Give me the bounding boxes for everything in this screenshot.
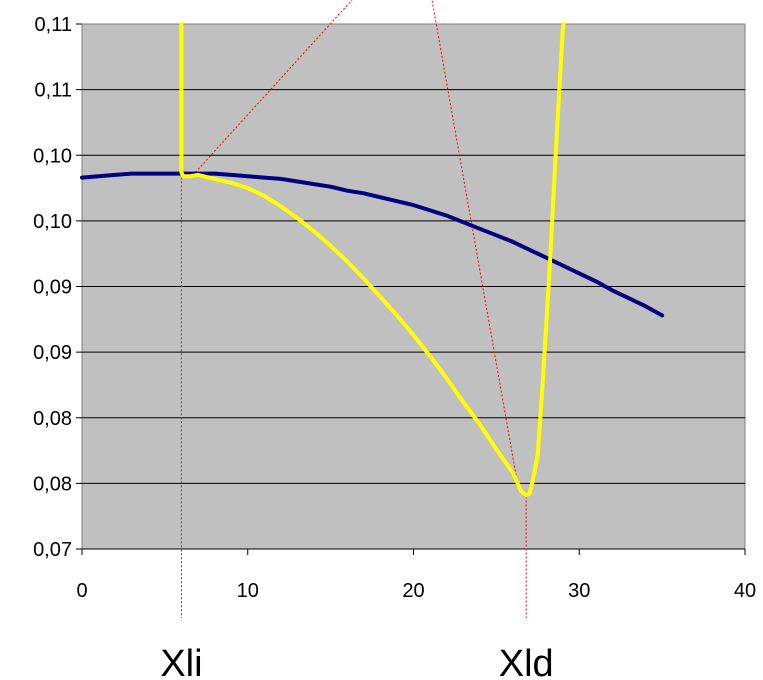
y-tick-label: 0,09 [33, 342, 72, 364]
y-tick-label: 0,07 [33, 539, 72, 561]
y-tick-label: 0,08 [33, 408, 72, 430]
guide-line [431, 0, 519, 488]
annotation-label: Xld [499, 643, 554, 680]
tick-labels: 0,07 0,08 0,08 0,09 0,09 0,10 0,10 0,11 0,11 0 10 2… [33, 14, 756, 680]
y-tick-label: 0,10 [33, 211, 72, 233]
x-tick-label: 0 [76, 580, 87, 602]
x-tick-label: 40 [734, 580, 756, 602]
x-tick-label: 20 [402, 580, 424, 602]
guide-line [195, 0, 353, 173]
annotation-label: Xli [160, 643, 202, 680]
annotation-guides [180, 0, 527, 618]
y-tick-label: 0,08 [33, 473, 72, 495]
x-tick-label: 30 [568, 580, 590, 602]
axes [76, 23, 746, 555]
series-line-2 [179, 22, 566, 498]
y-tick-label: 0,11 [35, 14, 72, 36]
y-tick-label: 0,11 [35, 80, 72, 102]
gridlines [82, 89, 745, 484]
x-tick-label: 10 [237, 580, 259, 602]
series-lines [80, 22, 665, 498]
y-tick-label: 0,09 [33, 277, 72, 299]
y-tick-label: 0,10 [33, 145, 72, 167]
series-line-1 [80, 171, 665, 318]
